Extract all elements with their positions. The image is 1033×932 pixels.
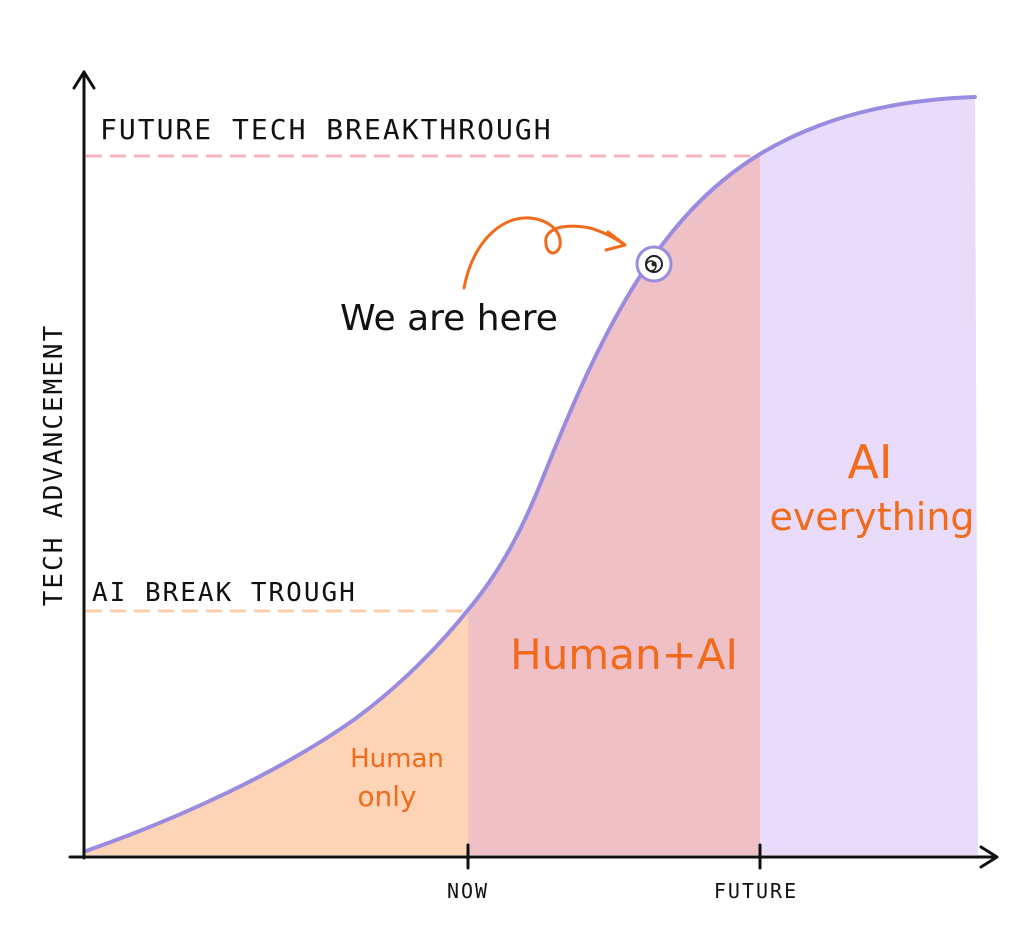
current-position-marker [635, 245, 673, 283]
human-only-region [86, 610, 468, 855]
ai-everything-label-line2: everything [769, 495, 974, 539]
ai-everything-region [760, 97, 978, 855]
future-breakthrough-label: FUTURE TECH BREAKTHROUGH [100, 113, 553, 146]
we-are-here-arrowhead-icon [604, 230, 627, 252]
ai-breakthrough-label: AI BREAK TROUGH [92, 578, 357, 608]
we-are-here-label: We are here [340, 298, 558, 339]
x-tick-label-future: FUTURE [714, 879, 798, 903]
human-only-label-line1: Human [350, 744, 444, 774]
marker-inner-ring-2 [645, 260, 657, 272]
we-are-here-arrow-icon [462, 216, 626, 290]
ai-everything-label-line1: AI [847, 435, 892, 489]
x-axis-arrow-icon [979, 845, 999, 869]
y-axis-label: TECH ADVANCEMENT [39, 324, 69, 606]
y-axis-arrow-icon [72, 70, 96, 90]
human-ai-label: Human+AI [510, 630, 738, 679]
x-tick-label-now: NOW [447, 879, 489, 903]
human-only-label-line2: only [357, 780, 416, 813]
marker-center-dot [651, 261, 657, 267]
axes [68, 70, 999, 870]
human-ai-region [468, 154, 760, 855]
tech-growth-curve [84, 95, 977, 853]
